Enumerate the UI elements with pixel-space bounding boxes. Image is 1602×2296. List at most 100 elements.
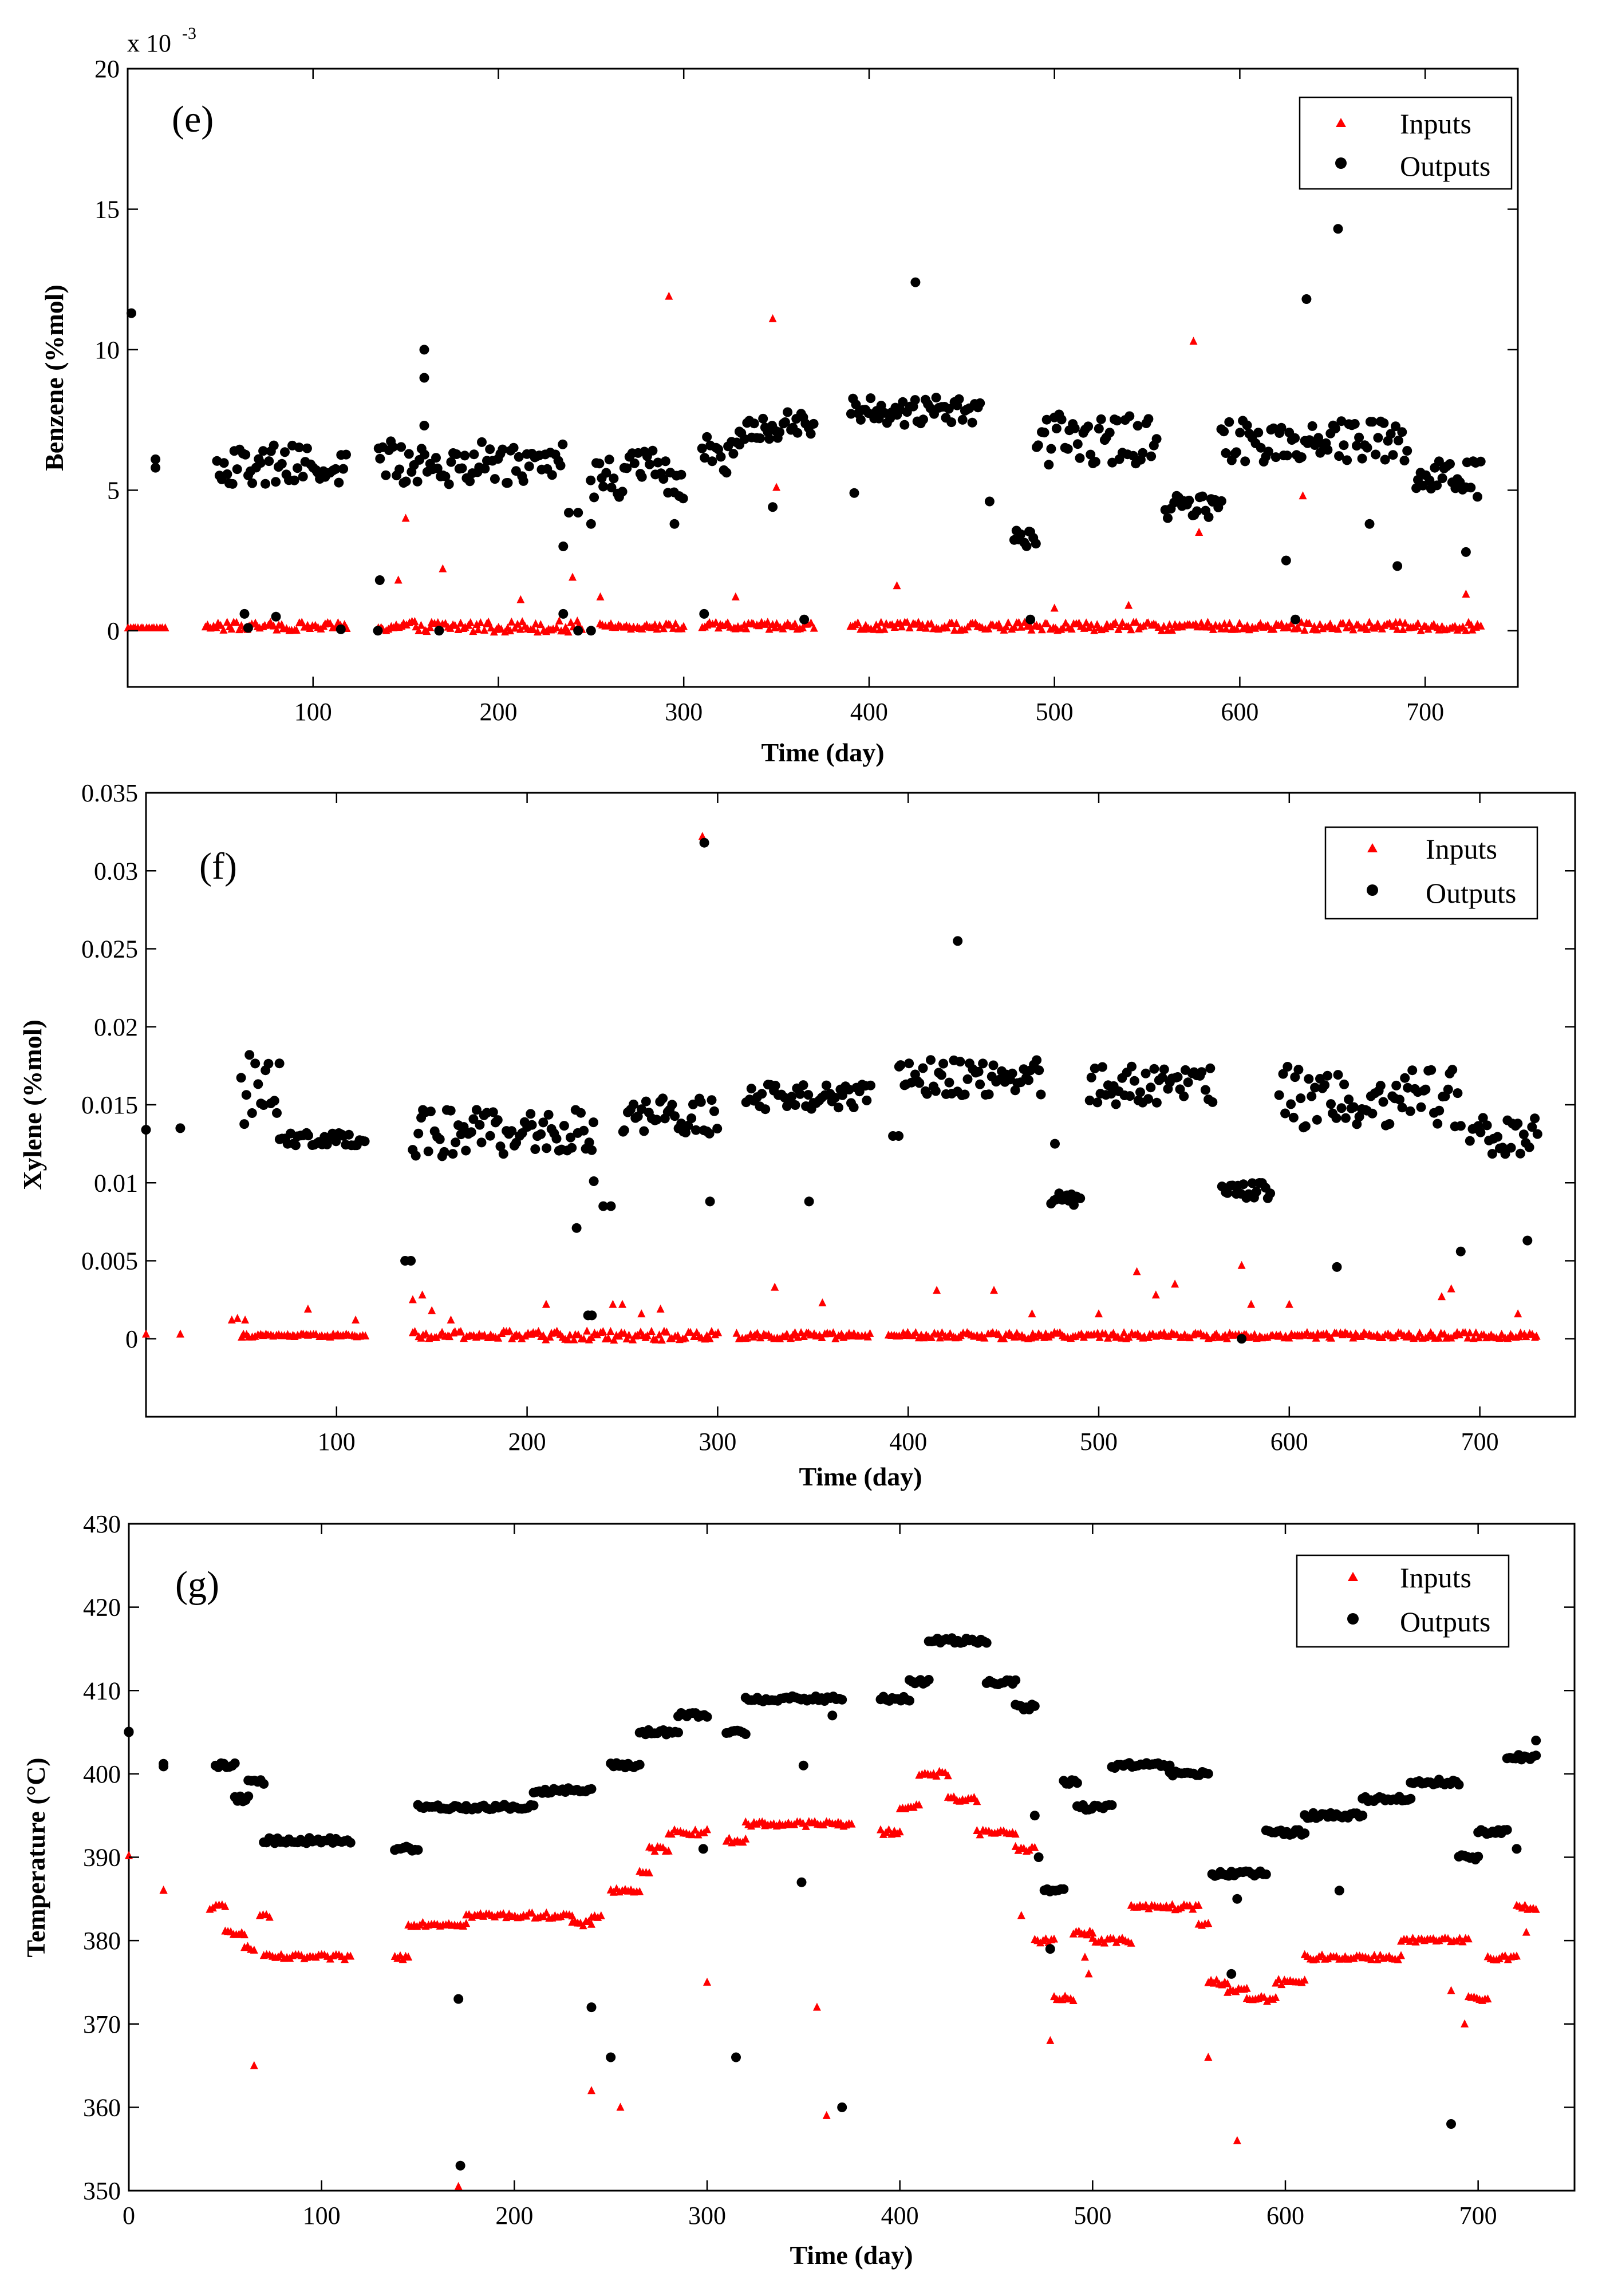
output-point-e — [975, 398, 985, 408]
output-point-e — [1276, 422, 1287, 433]
output-point-f — [559, 1121, 569, 1131]
output-point-f — [290, 1140, 301, 1151]
output-point-e — [451, 449, 461, 459]
output-point-e — [1216, 496, 1226, 506]
input-point-f — [1133, 1267, 1141, 1275]
output-point-g — [230, 1758, 240, 1768]
output-point-f — [236, 1073, 246, 1083]
input-point-f — [791, 1328, 799, 1337]
output-point-f — [1143, 1094, 1153, 1104]
input-point-g — [159, 1886, 168, 1894]
input-point-g — [895, 1827, 904, 1836]
legend-marker-inputs-e — [1336, 118, 1346, 127]
output-point-e — [1291, 614, 1300, 625]
output-point-f — [360, 1136, 370, 1147]
input-point-e — [671, 619, 680, 627]
output-point-g — [796, 1877, 807, 1887]
input-point-g — [454, 2182, 463, 2190]
y-tick-label-e: 15 — [94, 195, 120, 223]
input-point-f — [1327, 1333, 1335, 1342]
output-point-e — [558, 542, 569, 551]
output-point-f — [955, 1057, 965, 1067]
output-point-f — [1247, 1178, 1257, 1188]
input-point-f — [1471, 1328, 1480, 1337]
output-point-f — [1173, 1072, 1183, 1082]
output-point-f — [1086, 1072, 1096, 1082]
legend-box-e — [1299, 96, 1513, 190]
chart-panel-g: 0 100 200 300 400 500 600 700 350 360 370 380 390 400… — [21, 1510, 1576, 2270]
input-point-e — [772, 483, 781, 491]
output-point-e — [1432, 480, 1442, 491]
output-point-f — [530, 1144, 540, 1154]
input-point-f — [753, 1329, 761, 1337]
output-point-f — [1300, 1121, 1311, 1131]
output-point-f — [571, 1223, 582, 1233]
output-point-f — [598, 1201, 609, 1211]
output-point-f — [988, 1060, 999, 1070]
input-point-f — [438, 1327, 447, 1336]
input-point-g — [1046, 2036, 1055, 2044]
output-point-e — [446, 457, 456, 467]
input-point-e — [456, 618, 465, 627]
y-axis-label-g: Temperature (°C) — [21, 1757, 50, 1957]
output-point-f — [1403, 1082, 1413, 1093]
output-point-e — [1090, 457, 1100, 467]
output-point-f — [894, 1131, 904, 1141]
output-point-e — [846, 409, 856, 419]
input-point-f — [771, 1282, 779, 1291]
output-point-f — [1527, 1122, 1537, 1132]
output-point-e — [240, 449, 251, 460]
input-point-g — [542, 1908, 551, 1916]
y-axis-label-f: Xylene (%mol) — [18, 1019, 47, 1190]
y-tick-label-e: 0 — [107, 617, 120, 645]
input-point-f — [1095, 1309, 1103, 1318]
input-point-e — [507, 617, 516, 626]
input-point-g — [1461, 2019, 1469, 2028]
input-point-f — [1455, 1330, 1463, 1338]
input-point-e — [1067, 625, 1076, 633]
x-axis-label-e: Time (day) — [761, 738, 884, 767]
output-point-g — [1300, 1828, 1310, 1839]
output-point-e — [243, 623, 253, 633]
output-point-f — [250, 1058, 261, 1069]
output-point-e — [434, 626, 444, 636]
output-point-e — [336, 624, 346, 634]
input-point-e — [1462, 590, 1470, 598]
input-point-g — [664, 1846, 673, 1855]
input-point-f — [574, 1330, 582, 1338]
input-point-f — [534, 1327, 543, 1335]
output-point-e — [503, 478, 513, 488]
output-point-e — [289, 475, 299, 485]
output-point-g — [528, 1800, 539, 1811]
input-point-f — [1435, 1333, 1443, 1342]
y-tick-label-g: 400 — [83, 1760, 121, 1788]
x-tick-label-g: 400 — [881, 2202, 919, 2230]
output-point-e — [1391, 421, 1400, 432]
input-point-g — [1513, 1951, 1521, 1960]
output-point-f — [844, 1084, 854, 1094]
input-point-e — [768, 314, 777, 322]
output-point-e — [1039, 428, 1049, 438]
input-point-f — [432, 1333, 441, 1341]
output-point-f — [639, 1126, 649, 1136]
output-point-e — [653, 457, 663, 468]
output-point-f — [798, 1080, 808, 1090]
output-point-f — [1278, 1069, 1288, 1079]
output-point-e — [637, 472, 647, 482]
input-point-f — [566, 1330, 574, 1339]
output-point-e — [1282, 450, 1292, 461]
output-point-e — [412, 476, 423, 487]
output-point-f — [1075, 1193, 1086, 1203]
output-point-f — [1530, 1113, 1540, 1124]
input-point-g — [587, 1919, 595, 1928]
output-point-e — [1434, 456, 1444, 467]
output-point-e — [984, 496, 995, 507]
output-point-e — [1163, 513, 1173, 523]
output-point-g — [606, 2052, 616, 2062]
output-point-f — [1197, 1067, 1207, 1077]
output-point-f — [1455, 1121, 1466, 1131]
output-point-f — [1007, 1068, 1017, 1078]
input-point-g — [932, 1771, 941, 1780]
output-point-f — [476, 1137, 487, 1148]
input-point-e — [506, 626, 515, 635]
